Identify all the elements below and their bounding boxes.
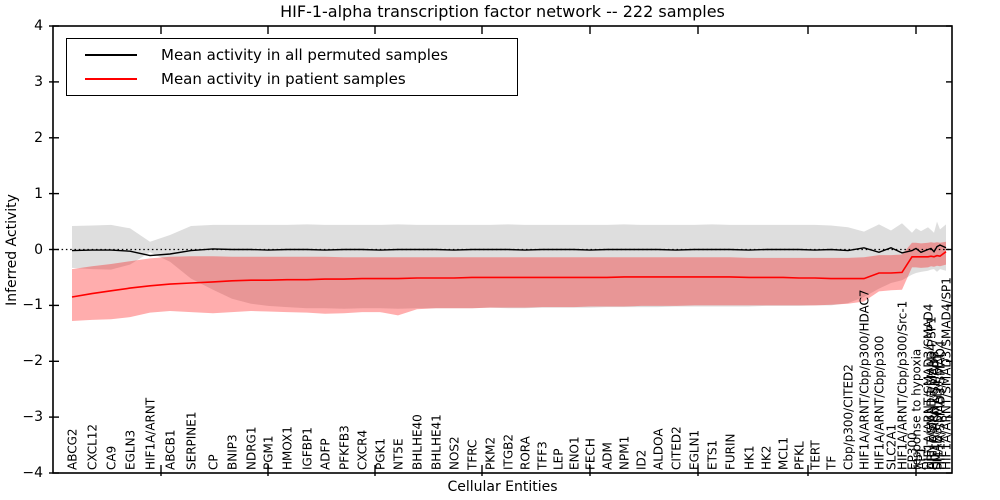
entity-label: BNIP3: [226, 434, 240, 470]
entity-label: NDRG1: [245, 427, 259, 471]
entity-label: IGFBP1: [301, 427, 315, 470]
entity-label: TFRC: [466, 440, 480, 471]
entity-label: FURIN: [724, 433, 738, 470]
y-tick-label: 3: [34, 73, 43, 90]
entity-label: BHLHE41: [430, 414, 444, 470]
entity-label: PFKFB3: [338, 425, 352, 470]
entity-label: HIF1A/ARNT: [144, 397, 158, 470]
legend: Mean activity in all permuted samples Me…: [66, 38, 518, 96]
patient-std-band: [72, 241, 946, 321]
entity-label: PKM2: [484, 437, 498, 470]
entity-label: ENO1: [568, 436, 582, 470]
entity-label: ALDOA: [652, 428, 666, 470]
y-tick-label: 1: [34, 185, 43, 202]
entity-label: PFKL: [793, 441, 807, 470]
entity-label-overlapped: HIF1A/ARNT/SMAD3: [928, 351, 942, 470]
entity-label: LEP: [552, 448, 566, 470]
entity-label: AP1: [915, 447, 929, 470]
entity-label: CXCR4: [356, 430, 370, 470]
legend-line-black: [85, 54, 137, 56]
legend-line-red: [85, 78, 137, 80]
entity-label: NPM1: [618, 436, 632, 470]
entity-label-overlapped: ARNT/SMAD3/SMAD4/SP1: [925, 316, 939, 470]
entity-label: PGK1: [374, 438, 388, 470]
entity-label: ITGB2: [502, 434, 516, 470]
entity-label: ABCG2: [66, 428, 80, 470]
entity-label: RORA: [519, 435, 533, 470]
permuted-std-band: [72, 221, 946, 309]
entity-label: HIF1A/ARNT/Cbp/p300/Src-1: [896, 301, 910, 470]
y-tick-label: −4: [22, 465, 43, 481]
entity-label: PGM1: [262, 435, 276, 470]
entity-label: SLC2A1: [885, 424, 899, 470]
entity-label: HK2: [760, 445, 774, 470]
entity-label: ADM: [601, 442, 615, 470]
entity-label-overlapped: HIF1A/ARNT/SMAD3/SMAD4: [922, 304, 936, 470]
entity-label: EGLN1: [688, 430, 702, 470]
legend-label-patient: Mean activity in patient samples: [161, 70, 406, 88]
entity-label: HIF1A/ARNT/SMAD3/SMAD4/SP1: [940, 277, 954, 470]
entity-label: CITED2: [670, 426, 684, 470]
entity-label: HMOX1: [281, 426, 295, 470]
entity-label: TFF3: [536, 441, 550, 471]
patient-mean-line: [71, 251, 947, 298]
entity-label: SERPINE1: [185, 411, 199, 470]
entity-label: MCL1: [777, 437, 791, 470]
entity-label: HK1: [743, 445, 757, 470]
entity-label: HIF1A/ARNT/Cbp/p300/HDAC7: [858, 289, 872, 470]
entity-label: ADFP: [319, 438, 333, 470]
x-axis-title: Cellular Entities: [447, 479, 558, 495]
entity-label: CXCL12: [86, 424, 100, 470]
entity-label-overlapped: EP300: [906, 432, 920, 470]
entity-label: HIF1A/ARNT/Cbp/p300: [873, 336, 887, 470]
legend-row-patient: Mean activity in patient samples: [67, 70, 517, 88]
entity-label-overlapped: SMAD3/SMAD4/SP1: [931, 353, 945, 470]
y-tick-label: 0: [34, 241, 43, 258]
entity-label: NOS2: [448, 436, 462, 470]
y-tick-label: −2: [22, 353, 43, 370]
y-tick-label: −3: [22, 409, 43, 426]
entity-label-overlapped: HIF1A/SMAD3/SMAD4: [934, 340, 948, 470]
entity-label: response to hypoxia: [910, 349, 924, 470]
y-tick-label: −1: [22, 297, 43, 314]
entity-label: NT5E: [392, 438, 406, 470]
entity-label: ETS1: [706, 440, 720, 470]
y-tick-label: 4: [34, 18, 43, 34]
entity-label: FECH: [584, 438, 598, 470]
legend-row-permuted: Mean activity in all permuted samples: [67, 46, 517, 64]
entity-label: ID2: [635, 450, 649, 470]
permuted-mean-line: [71, 244, 947, 257]
entity-label: Cbp/p300/CITED2: [842, 364, 856, 470]
legend-label-permuted: Mean activity in all permuted samples: [161, 46, 448, 64]
entity-label: EGLN3: [124, 430, 138, 470]
entity-label: TERT: [809, 440, 823, 471]
chart-title: HIF-1-alpha transcription factor network…: [280, 2, 725, 21]
entity-label: BHLHE40: [411, 414, 425, 470]
entity-label: CP: [207, 454, 221, 470]
y-tick-label: 2: [34, 129, 43, 146]
entity-label: TF: [825, 456, 839, 471]
entity-label: ABCB1: [164, 430, 178, 470]
entity-label: CA9: [105, 446, 119, 470]
